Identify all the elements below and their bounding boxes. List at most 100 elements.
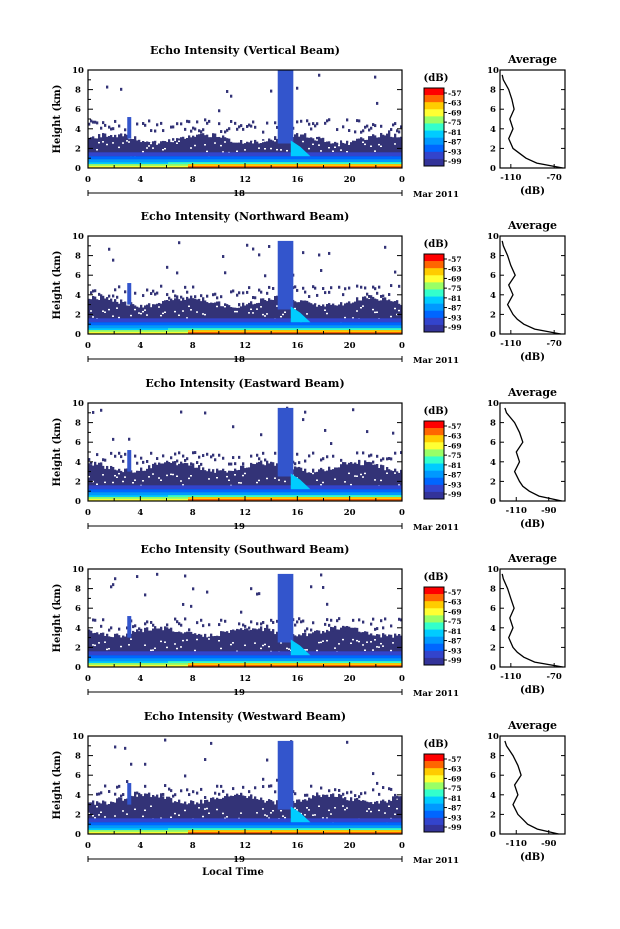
avg-y-tick-label: 8 xyxy=(490,419,496,429)
surface-band-cell xyxy=(134,661,137,664)
surface-band-cell xyxy=(316,159,319,163)
surface-band-cell xyxy=(116,489,119,493)
surface-band-cell xyxy=(208,325,211,329)
surface-band-cell xyxy=(350,485,353,490)
gap-cell xyxy=(128,141,131,143)
surface-band-cell xyxy=(158,162,161,165)
surface-band-cell xyxy=(188,322,191,326)
colorbar-tick-label: -57 xyxy=(448,422,462,431)
surface-band-cell xyxy=(140,658,143,662)
surface-band-cell xyxy=(138,495,141,498)
gap-cell xyxy=(394,143,397,145)
surface-band-cell xyxy=(342,156,345,160)
upper-echo-cell xyxy=(222,456,225,460)
upper-echo-cell xyxy=(356,284,359,288)
surface-band-cell xyxy=(316,328,319,331)
upper-echo-cell xyxy=(272,287,275,290)
gap-cell xyxy=(280,642,283,644)
avg-x-tick-label: -110 xyxy=(506,506,527,516)
surface-band-cell xyxy=(336,495,339,498)
surface-band-cell xyxy=(116,152,119,157)
gap-cell xyxy=(286,647,289,650)
surface-band-cell xyxy=(316,489,319,493)
surface-band-cell xyxy=(236,162,239,165)
surface-band-cell xyxy=(394,159,397,163)
surface-band-cell xyxy=(180,156,183,160)
surface-band-cell xyxy=(172,495,175,498)
echo-layer-cell xyxy=(378,300,381,334)
surface-band-cell xyxy=(262,655,265,659)
heatmap xyxy=(88,240,403,334)
colorbar-swatch xyxy=(424,428,444,436)
surface-band-cell xyxy=(252,485,255,490)
colorbar-tick-label: -63 xyxy=(448,432,462,441)
gap-cell xyxy=(194,649,197,652)
surface-band-cell xyxy=(186,332,189,334)
surface-band-cell xyxy=(382,156,385,160)
surface-band-cell xyxy=(210,162,213,165)
surface-band-cell xyxy=(238,495,241,498)
surface-band-cell xyxy=(276,495,279,498)
gap-cell xyxy=(254,642,257,644)
surface-band-cell xyxy=(242,328,245,331)
surface-band-cell xyxy=(382,325,385,329)
surface-band-cell xyxy=(168,497,171,500)
surface-band-cell xyxy=(396,156,399,160)
surface-band-cell xyxy=(236,485,239,490)
surface-band-cell xyxy=(256,159,259,163)
surface-band-cell xyxy=(198,651,201,656)
upper-echo-cell xyxy=(260,463,263,467)
surface-band-cell xyxy=(236,663,239,666)
surface-band-cell xyxy=(158,332,161,334)
surface-band-cell xyxy=(98,499,101,501)
surface-band-cell xyxy=(254,166,257,168)
upper-echo-cell xyxy=(96,453,99,457)
surface-band-cell xyxy=(318,322,321,326)
surface-band-cell xyxy=(150,156,153,160)
surface-band-cell xyxy=(134,495,137,498)
surface-band-cell xyxy=(246,485,249,490)
surface-band-cell xyxy=(276,328,279,331)
surface-band-cell xyxy=(156,663,159,666)
surface-band-cell xyxy=(388,166,391,168)
surface-band-cell xyxy=(152,318,155,323)
panel-title: Echo Intensity (Eastward Beam) xyxy=(145,377,344,390)
surface-band-cell xyxy=(102,661,105,664)
surface-band-cell xyxy=(198,322,201,326)
surface-band-cell xyxy=(166,497,169,500)
gap-cell xyxy=(108,648,111,650)
surface-band-cell xyxy=(268,162,271,165)
surface-band-cell xyxy=(280,655,283,659)
surface-band-cell xyxy=(356,328,359,331)
surface-band-cell xyxy=(168,325,171,329)
surface-band-cell xyxy=(272,328,275,331)
surface-band-cell xyxy=(194,495,197,498)
echo-layer-cell xyxy=(270,631,273,667)
surface-band-cell xyxy=(276,651,279,656)
surface-band-cell xyxy=(248,495,251,498)
surface-band-cell xyxy=(156,328,159,331)
surface-band-cell xyxy=(276,164,279,167)
surface-band-cell xyxy=(204,156,207,160)
surface-band-cell xyxy=(194,651,197,656)
surface-band-cell xyxy=(140,162,143,165)
surface-band-cell xyxy=(390,332,393,334)
surface-band-cell xyxy=(142,658,145,662)
upper-echo-cell xyxy=(316,122,319,126)
surface-band-cell xyxy=(360,166,363,168)
surface-band-cell xyxy=(194,152,197,157)
surface-band-cell xyxy=(364,328,367,331)
surface-band-cell xyxy=(256,495,259,498)
surface-band-cell xyxy=(244,485,247,490)
sparse-echo-cell xyxy=(352,408,355,412)
surface-band-cell xyxy=(192,318,195,323)
surface-band-cell xyxy=(340,495,343,498)
upper-echo-cell xyxy=(330,286,333,290)
surface-band-cell xyxy=(158,485,161,490)
surface-band-cell xyxy=(276,166,279,168)
colorbar-swatch xyxy=(424,317,444,326)
surface-band-cell xyxy=(286,152,289,157)
surface-band-cell xyxy=(384,495,387,498)
x-tick-label: 8 xyxy=(190,341,196,351)
